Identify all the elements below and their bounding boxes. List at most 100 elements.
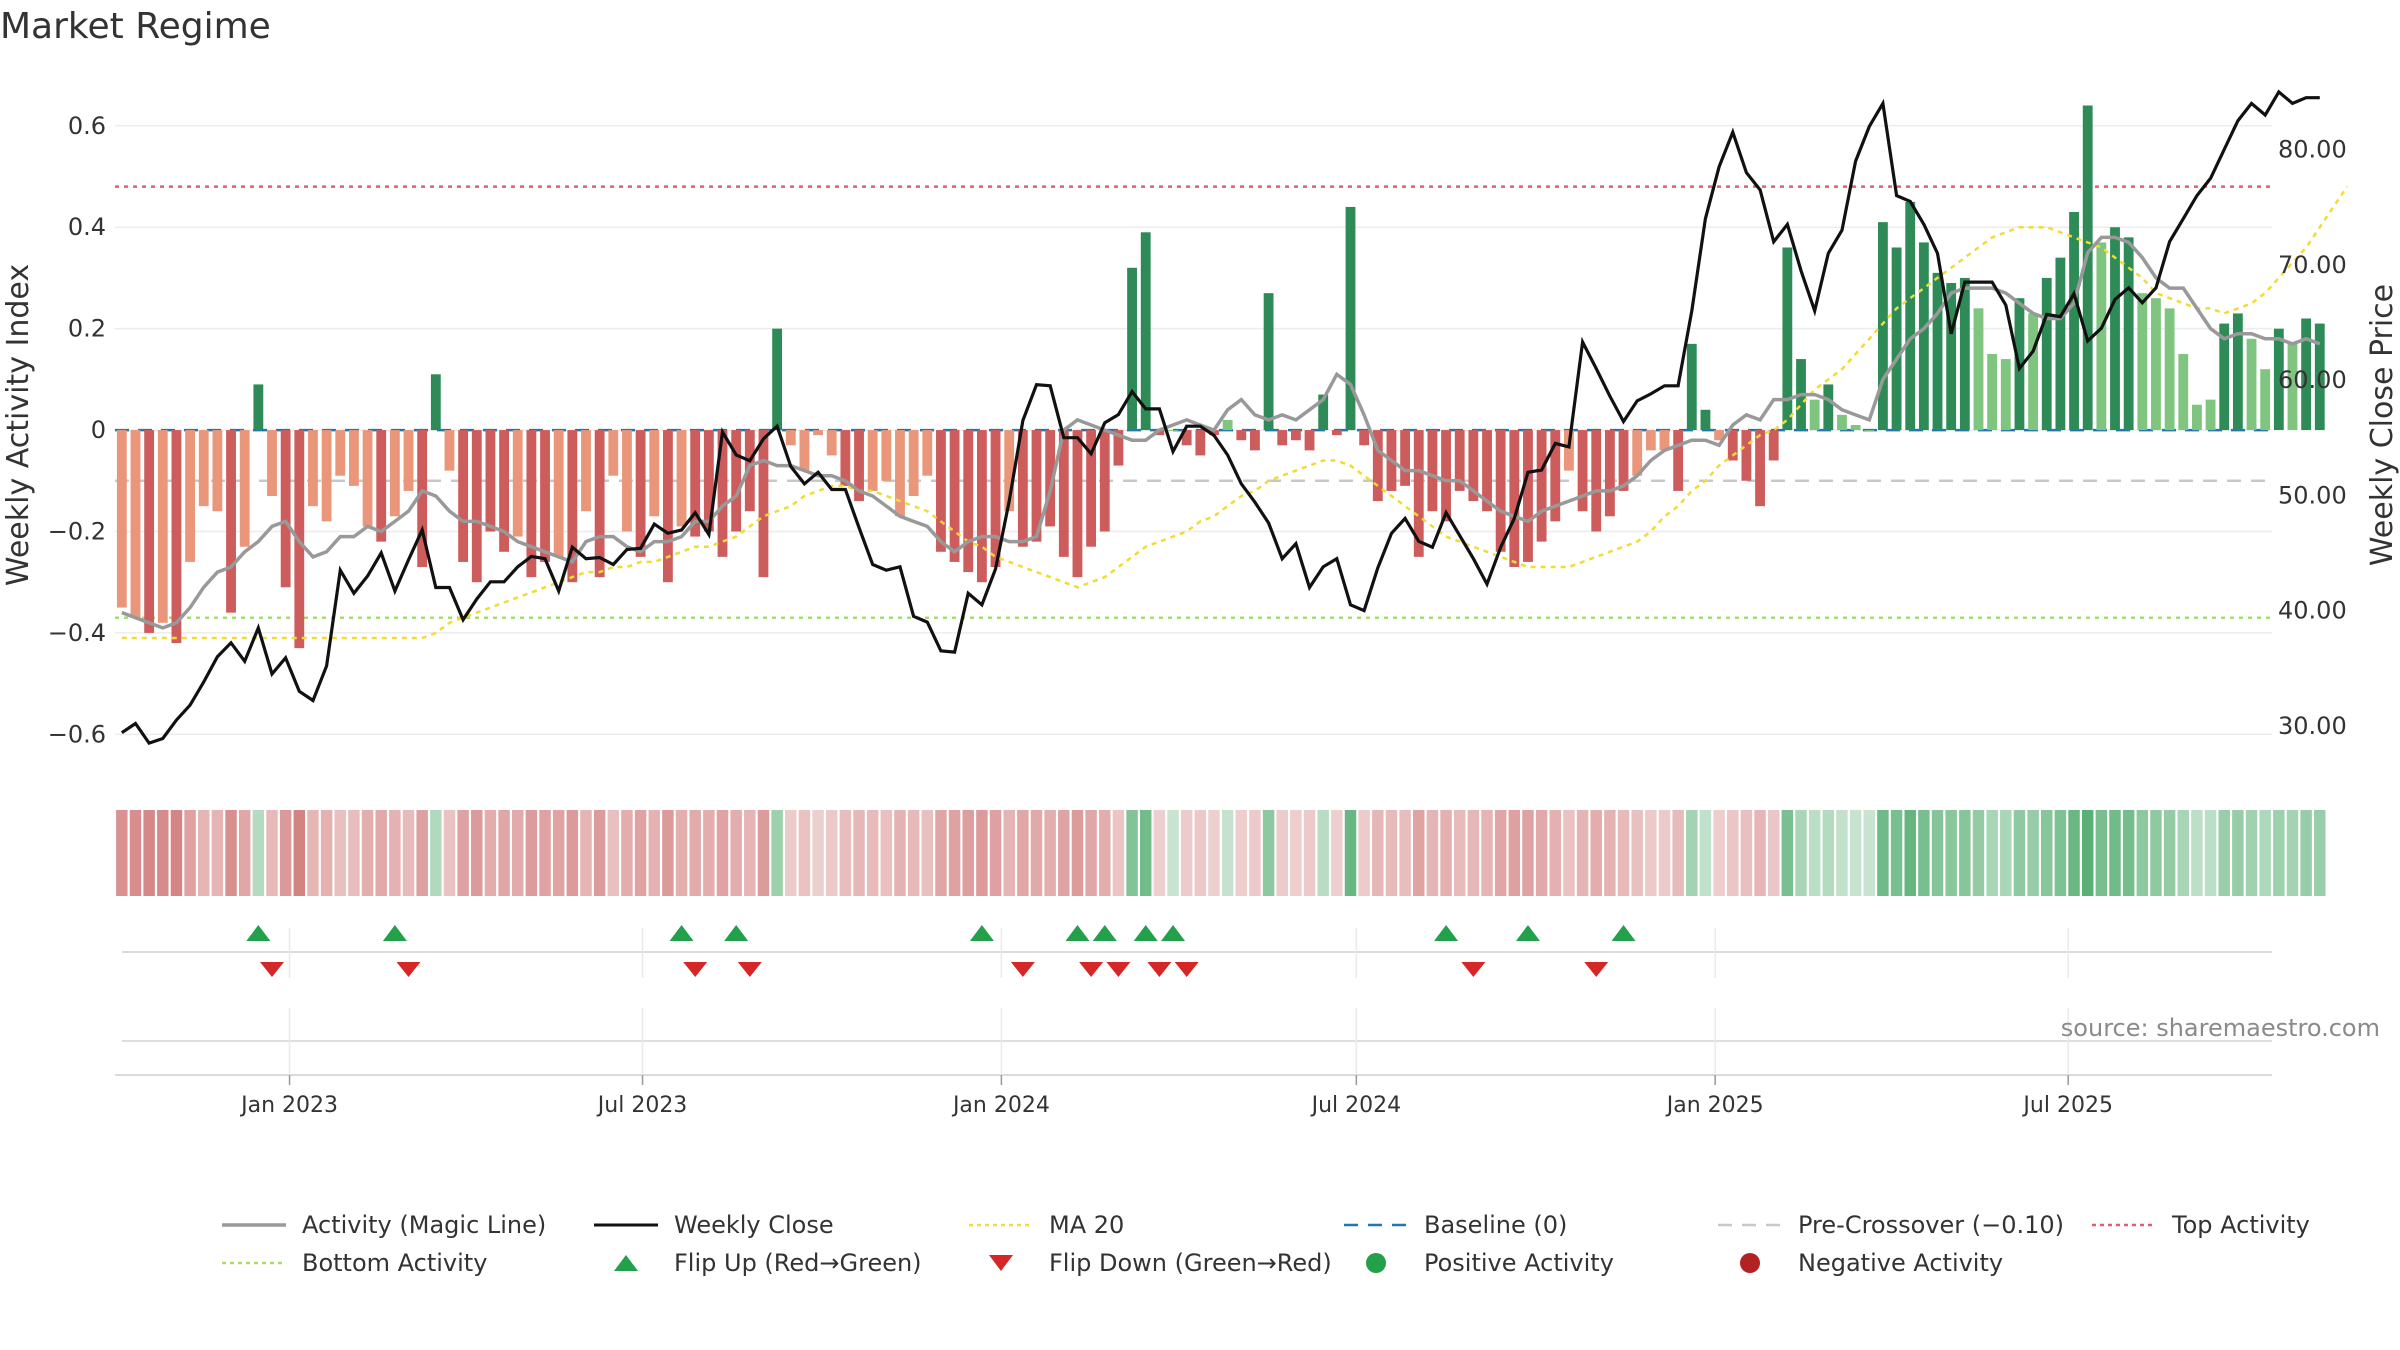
regime-cell [1672,810,1684,896]
regime-cell [703,810,715,896]
regime-cell [1167,810,1179,896]
activity-bar [308,430,318,507]
regime-cell [252,810,265,896]
y-tick-label: 0.6 [68,112,106,140]
flip-markers [115,925,2272,1076]
activity-bar [608,430,619,476]
legend-item: MA 20 [967,1208,1124,1242]
y-axis-title: Weekly Activity Index [1,264,36,586]
activity-bar [2178,354,2189,431]
activity-bar [744,430,755,512]
regime-cell [907,810,920,896]
regime-cell [1959,810,1971,896]
activity-bar [1413,430,1424,557]
activity-bar [1727,430,1738,461]
activity-bar [1918,242,1929,431]
regime-cell [1235,810,1248,896]
regime-cell [866,810,879,896]
regime-cell [1740,810,1753,896]
flip-down-marker [1174,962,1199,977]
regime-cell [648,810,660,896]
activity-bar [581,430,591,512]
activity-bar [1864,430,1875,432]
activity-bar [1222,419,1233,431]
y2-tick-label: 70.00 [2278,251,2347,279]
regime-cell [484,810,497,896]
dashed-line-icon [1716,1208,1784,1242]
y2-tick-label: 60.00 [2278,366,2347,394]
activity-bar [936,430,946,552]
regime-cell [1358,810,1370,896]
legend-item: Negative Activity [1716,1246,2003,1280]
regime-cell [1945,810,1957,896]
regime-cell [2177,810,2189,896]
regime-cell [976,810,988,896]
activity-bar [1140,232,1151,431]
activity-bar [348,430,359,486]
regime-cell [989,810,1002,896]
activity-bar [1686,343,1697,431]
regime-cell [2232,810,2244,896]
activity-bar [526,430,537,578]
flip-down-marker [1147,962,1172,977]
y2-tick-label: 30.00 [2278,712,2347,740]
regime-cell [1276,810,1288,896]
dotted-line-icon [220,1246,288,1280]
activity-bar [430,374,441,431]
legend-item: Bottom Activity [220,1246,487,1280]
activity-bar [1932,272,1943,431]
activity-bar [1700,409,1711,431]
activity-bar [840,430,851,486]
flip-down-marker [1584,962,1609,977]
activity-bar [2232,313,2243,431]
regime-cell [1631,810,1643,896]
activity-bar [253,384,264,431]
regime-cell [1508,810,1521,896]
regime-cell [839,810,852,896]
activity-bar [2314,323,2325,431]
activity-bar [362,430,373,527]
regime-cell [825,810,838,896]
activity-bar [908,430,919,496]
activity-bar [1017,430,1028,547]
regime-cell [1399,810,1411,896]
y-tick-label: −0.4 [48,619,106,647]
activity-bar [2205,399,2216,431]
regime-cell [2245,810,2258,896]
activity-bar [1400,430,1411,486]
regime-cell [2013,810,2026,896]
activity-bar [1318,394,1329,431]
regime-cell [402,810,415,896]
activity-bar [144,430,155,633]
activity-bar [212,430,223,512]
activity-bar [2164,308,2175,431]
activity-bar [485,430,496,532]
activity-bar [1345,206,1356,431]
regime-cell [1372,810,1384,896]
legend-label: Activity (Magic Line) [302,1211,547,1239]
regime-cell [812,810,824,896]
activity-bar [772,328,783,431]
y-tick-label: 0.4 [68,213,106,241]
flip-down-marker [683,962,708,977]
activity-bar [2055,257,2066,431]
regime-cell [225,810,237,896]
activity-bar [2096,242,2107,431]
legend-item: Positive Activity [1342,1246,1614,1280]
legend-label: Top Activity [2172,1211,2310,1239]
regime-cell [471,810,483,896]
legend-item: Flip Up (Red→Green) [592,1246,922,1280]
activity-bar [990,430,1001,567]
regime-cell [607,810,620,896]
regime-cell [443,810,456,896]
regime-cell [1344,810,1357,896]
activity-bar [2123,237,2134,431]
activity-bar [1236,430,1247,441]
circle-icon [1342,1246,1410,1280]
triangle-up-icon [592,1246,660,1280]
activity-bar [717,430,728,557]
activity-bar [1823,384,1834,431]
regime-cell [1535,810,1548,896]
circle-icon [1716,1246,1784,1280]
flip-up-marker [669,925,694,941]
